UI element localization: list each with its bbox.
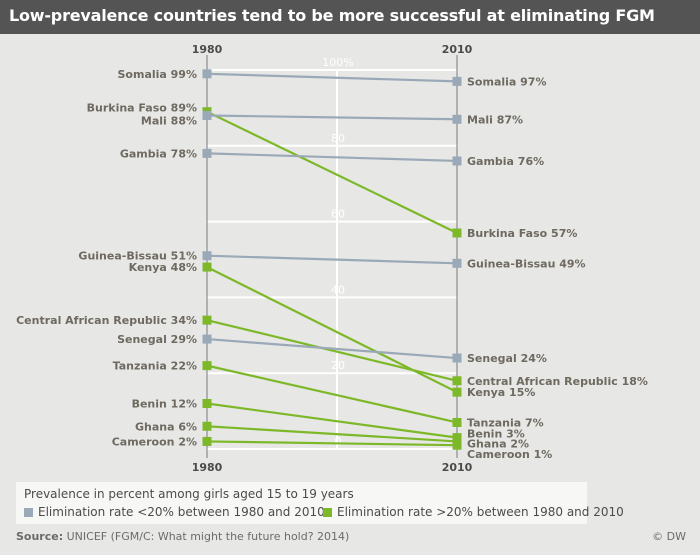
slope-line-tanzania [206, 364, 458, 424]
slope-line-guinea-bissau [206, 254, 458, 265]
label-2010-mali: Mali 87% [467, 113, 523, 126]
slope-line-ghana [206, 425, 458, 443]
label-2010-somalia: Somalia 97% [467, 75, 547, 88]
label-1980-central-african-republic: Central African Republic 34% [16, 314, 197, 327]
marker-2010-somalia [452, 76, 462, 86]
label-2010-benin: Benin 3% [467, 428, 525, 441]
legend-swatch-above20 [323, 508, 332, 517]
year-label-bottom-1980: 1980 [192, 461, 223, 474]
marker-2010-guinea-bissau [452, 258, 462, 268]
source-note: Source: UNICEF (FGM/C: What might the fu… [16, 530, 349, 543]
marker-1980-tanzania [202, 361, 212, 371]
marker-2010-senegal [452, 353, 462, 363]
marker-1980-benin [202, 399, 212, 409]
marker-2010-burkina-faso [452, 228, 462, 238]
marker-2010-cameroon [452, 440, 462, 450]
marker-1980-guinea-bissau [202, 251, 212, 261]
label-1980-benin: Benin 12% [132, 398, 197, 411]
label-1980-burkina-faso: Burkina Faso 89% [87, 102, 197, 115]
slope-line-central-african-republic [206, 319, 458, 382]
marker-2010-mali [452, 114, 462, 124]
y-tick-label: 100% [322, 56, 353, 69]
marker-1980-somalia [202, 69, 212, 79]
label-2010-cameroon: Cameroon 1% [467, 448, 552, 461]
label-2010-tanzania: Tanzania 7% [467, 416, 544, 429]
label-1980-mali: Mali 88% [141, 114, 197, 127]
slope-line-benin [206, 402, 458, 439]
legend: Prevalence in percent among girls aged 1… [16, 482, 624, 524]
label-1980-tanzania: Tanzania 22% [113, 360, 197, 373]
slope-line-cameroon [206, 440, 458, 447]
slope-line-senegal [206, 337, 458, 360]
label-2010-gambia: Gambia 76% [467, 155, 544, 168]
legend-title: Prevalence in percent among girls aged 1… [24, 487, 354, 501]
year-label-top-1980: 1980 [192, 43, 223, 56]
label-1980-ghana: Ghana 6% [135, 420, 197, 433]
marker-2010-tanzania [452, 417, 462, 427]
label-2010-ghana: Ghana 2% [467, 437, 529, 450]
source-text: UNICEF (FGM/C: What might the future hol… [63, 530, 350, 543]
label-2010-kenya: Kenya 15% [467, 386, 535, 399]
title-bar: Low-prevalence countries tend to be more… [0, 0, 700, 34]
slope-line-burkina-faso [206, 110, 458, 234]
label-2010-guinea-bissau: Guinea-Bissau 49% [467, 257, 586, 270]
label-2010-senegal: Senegal 24% [467, 352, 547, 365]
label-1980-somalia: Somalia 99% [118, 68, 198, 81]
label-1980-guinea-bissau: Guinea-Bissau 51% [78, 250, 197, 263]
marker-1980-mali [202, 110, 212, 120]
marker-2010-gambia [452, 156, 462, 166]
marker-2010-central-african-republic [452, 376, 462, 386]
label-2010-burkina-faso: Burkina Faso 57% [467, 227, 577, 240]
year-label-top-2010: 2010 [442, 43, 473, 56]
marker-2010-kenya [452, 387, 462, 397]
label-1980-gambia: Gambia 78% [120, 147, 197, 160]
legend-label-above20: Elimination rate >20% between 1980 and 2… [337, 505, 624, 519]
source-label: Source: [16, 530, 64, 543]
marker-1980-cameroon [202, 436, 212, 446]
chart-title: Low-prevalence countries tend to be more… [9, 6, 655, 25]
slope-line-somalia [206, 72, 458, 83]
legend-label-below20: Elimination rate <20% between 1980 and 2… [38, 505, 325, 519]
marker-1980-senegal [202, 334, 212, 344]
label-2010-central-african-republic: Central African Republic 18% [467, 375, 648, 388]
marker-1980-ghana [202, 421, 212, 431]
marker-1980-gambia [202, 148, 212, 158]
label-1980-senegal: Senegal 29% [117, 333, 197, 346]
dw-credit: © DW [652, 530, 686, 543]
label-1980-cameroon: Cameroon 2% [112, 435, 197, 448]
slope-line-gambia [206, 152, 458, 163]
label-1980-kenya: Kenya 48% [129, 261, 197, 274]
marker-1980-central-african-republic [202, 315, 212, 325]
legend-swatch-below20 [24, 508, 33, 517]
marker-1980-kenya [202, 262, 212, 272]
slope-line-mali [206, 114, 458, 121]
year-label-bottom-2010: 2010 [442, 461, 473, 474]
